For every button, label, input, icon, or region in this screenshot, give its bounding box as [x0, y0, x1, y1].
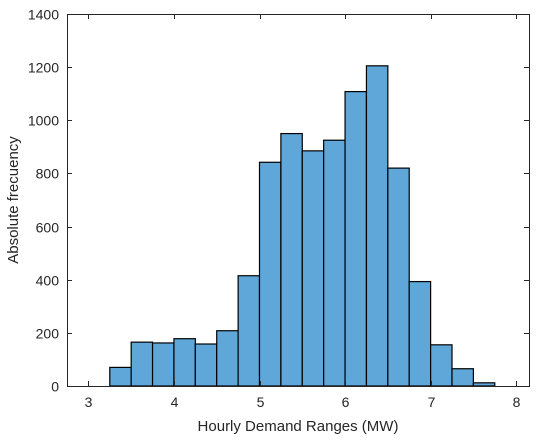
- histogram-bar-2: [151, 342, 175, 387]
- axes-box: [67, 14, 530, 387]
- y-tick-label-6: 1200: [28, 60, 59, 76]
- x-tick-label-1: 4: [171, 394, 179, 410]
- histogram-bar-9: [301, 150, 325, 387]
- y-tick-label-0: 0: [51, 379, 59, 395]
- x-tick-label-5: 8: [513, 394, 521, 410]
- y-tick-label-2: 400: [36, 273, 60, 289]
- y-tick-label-3: 600: [36, 220, 60, 236]
- histogram-bar-13: [387, 167, 410, 387]
- histogram-bar-12: [365, 65, 389, 387]
- histogram-bar-0: [109, 366, 132, 387]
- histogram-bar-5: [216, 330, 239, 387]
- y-tick-label-7: 1400: [28, 7, 59, 23]
- x-tick-label-0: 3: [85, 394, 93, 410]
- x-axis-label: Hourly Demand Ranges (MW): [198, 418, 399, 435]
- x-tick-label-4: 7: [428, 394, 436, 410]
- histogram-bar-6: [237, 275, 261, 387]
- histogram-bar-15: [430, 344, 453, 387]
- histogram-bar-14: [408, 280, 432, 387]
- histogram-bar-7: [258, 161, 282, 387]
- histogram-bar-11: [344, 90, 368, 387]
- histogram-bar-17: [472, 382, 496, 387]
- y-axis-label: Absolute frecuency: [5, 136, 22, 264]
- histogram-bar-1: [130, 341, 154, 387]
- y-tick-label-5: 1000: [28, 113, 59, 129]
- histogram-bar-3: [173, 338, 196, 387]
- histogram-bar-16: [451, 368, 474, 387]
- ticks-group: 3 4 5 6 7 8 0 200 400 600 800 1000 1200 1400: [28, 7, 529, 410]
- histogram-bar-10: [323, 139, 346, 387]
- histogram-bar-4: [194, 343, 218, 387]
- x-tick-label-3: 6: [342, 394, 350, 410]
- histogram-bar-8: [280, 132, 303, 387]
- x-tick-label-2: 5: [257, 394, 265, 410]
- y-tick-label-1: 200: [36, 326, 60, 342]
- y-tick-label-4: 800: [36, 166, 60, 182]
